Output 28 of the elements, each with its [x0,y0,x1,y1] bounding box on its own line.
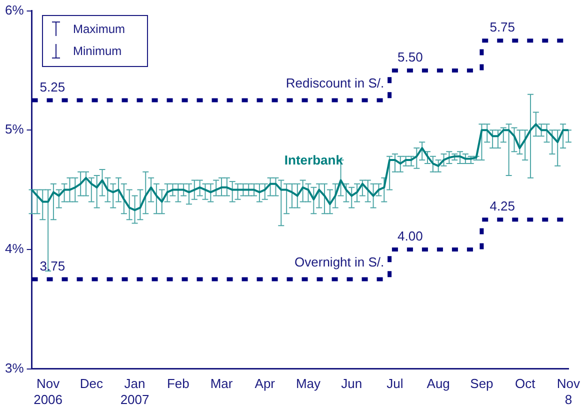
y-tick-label: 5% [4,122,24,137]
series-label: Overnight in S/. [294,254,384,270]
y-tick-label: 4% [4,241,24,256]
x-tick-label: Jun [341,376,362,392]
y-tick-label: 3% [4,360,24,376]
x-tick-label: Mar [210,376,234,392]
x-tick-label: Jul [386,376,404,392]
data-label: 5.25 [40,79,66,94]
x-tick-label: Nov 8 [556,376,580,407]
data-label: 4.25 [490,198,516,214]
y-tick-label: 6% [4,2,24,18]
x-tick-label: Feb [166,376,190,392]
annotation: Minimum [73,44,122,58]
x-tick-label: May [296,376,322,392]
annotation: Maximum [73,22,126,36]
data-label: 4.00 [398,228,423,244]
x-tick-label: Apr [254,376,276,392]
series-label: Rediscount in S/. [286,75,384,90]
x-tick-label: Sep [470,376,494,392]
data-label: 5.50 [398,50,423,65]
x-tick-label: Oct [514,376,536,392]
series-label: Interbank [284,152,344,168]
x-tick-label: Nov 2006 [34,376,63,407]
data-label: 5.75 [490,20,516,35]
key-box: Maximum Minimum [42,15,148,67]
x-tick-label: Dec [80,376,104,392]
x-tick-label: Jan 2007 [120,376,150,407]
x-tick-label: Aug [426,376,450,392]
